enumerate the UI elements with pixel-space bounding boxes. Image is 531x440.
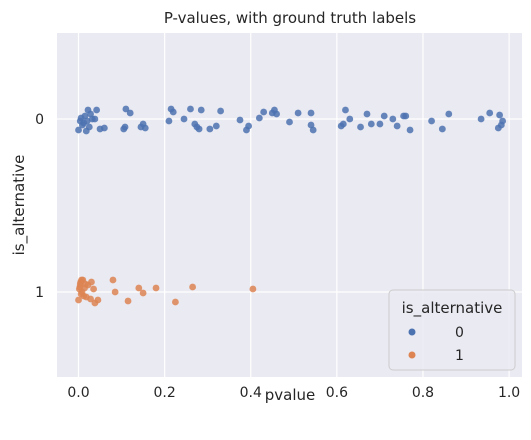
point-series-0 (477, 115, 485, 123)
point-series-1 (135, 284, 143, 292)
point-series-0 (165, 117, 173, 125)
point-series-0 (187, 105, 194, 113)
point-series-0 (346, 115, 354, 123)
point-series-0 (85, 123, 93, 131)
x-tick-label: 0.8 (412, 385, 434, 401)
x-tick-label: 0.0 (67, 385, 89, 401)
point-series-0 (445, 110, 453, 118)
point-series-0 (93, 106, 101, 114)
legend-label-0: 0 (455, 325, 464, 341)
point-series-0 (206, 125, 214, 133)
point-series-1 (152, 284, 160, 292)
point-series-0 (197, 106, 205, 114)
y-axis-label: is_alternative (10, 155, 29, 256)
point-series-0 (236, 116, 244, 124)
x-axis-label: pvalue (265, 386, 316, 404)
point-series-0 (402, 112, 410, 120)
point-series-1 (172, 298, 179, 306)
point-series-0 (180, 115, 188, 123)
point-series-1 (87, 295, 94, 303)
point-series-0 (357, 123, 364, 131)
point-series-0 (260, 108, 268, 116)
point-series-0 (141, 124, 149, 132)
legend-title: is_alternative (402, 299, 503, 318)
point-series-0 (169, 108, 177, 116)
point-series-0 (380, 112, 388, 120)
x-tick-label: 0.2 (154, 385, 176, 401)
point-series-0 (245, 122, 252, 130)
point-series-0 (499, 117, 507, 125)
point-series-1 (124, 297, 132, 305)
point-series-0 (122, 105, 130, 113)
point-series-0 (428, 117, 435, 125)
point-series-0 (126, 109, 134, 117)
point-series-0 (367, 120, 375, 128)
chart-title: P-values, with ground truth labels (164, 9, 416, 27)
x-tick-labels: 0.0 0.2 0.4 0.6 0.8 1.0 (67, 385, 520, 401)
legend-label-1: 1 (455, 348, 464, 364)
point-series-0 (486, 109, 494, 117)
point-series-0 (376, 120, 384, 128)
point-series-0 (438, 125, 446, 133)
y-tick-labels: 01 (35, 112, 44, 301)
point-series-0 (307, 109, 315, 117)
y-tick-label: 0 (35, 112, 44, 128)
x-tick-label: 0.6 (326, 385, 348, 401)
point-series-1 (88, 278, 95, 286)
legend-box (388, 289, 516, 371)
point-series-0 (91, 115, 99, 123)
point-series-0 (83, 117, 91, 125)
point-series-0 (273, 110, 280, 118)
legend-marker-0 (408, 328, 416, 336)
point-series-0 (286, 118, 293, 126)
point-series-1 (109, 276, 117, 284)
point-series-0 (100, 124, 108, 132)
y-tick-label: 1 (35, 285, 44, 301)
point-series-0 (389, 115, 397, 123)
point-series-0 (121, 123, 129, 131)
point-series-0 (496, 111, 504, 119)
x-tick-label: 0.4 (240, 385, 262, 401)
point-series-1 (94, 296, 102, 304)
gridlines (57, 33, 522, 377)
point-series-1 (111, 288, 119, 296)
point-series-1 (90, 285, 97, 293)
legend: is_alternative 0 1 (388, 289, 516, 371)
point-series-1 (249, 285, 257, 293)
point-series-0 (406, 126, 414, 134)
point-series-0 (393, 122, 401, 130)
point-series-0 (195, 125, 203, 133)
legend-marker-1 (408, 351, 416, 359)
point-series-1 (75, 296, 82, 304)
point-series-0 (339, 120, 347, 128)
point-series-1 (189, 283, 197, 291)
point-series-0 (294, 109, 302, 117)
point-series-0 (309, 126, 317, 134)
point-series-0 (217, 107, 225, 115)
point-series-0 (342, 106, 349, 114)
point-series-0 (255, 114, 263, 122)
point-series-1 (139, 289, 147, 297)
point-series-0 (363, 110, 371, 118)
x-tick-label: 1.0 (498, 385, 520, 401)
data-points (75, 105, 507, 307)
point-series-0 (75, 126, 82, 134)
point-series-0 (212, 122, 220, 130)
